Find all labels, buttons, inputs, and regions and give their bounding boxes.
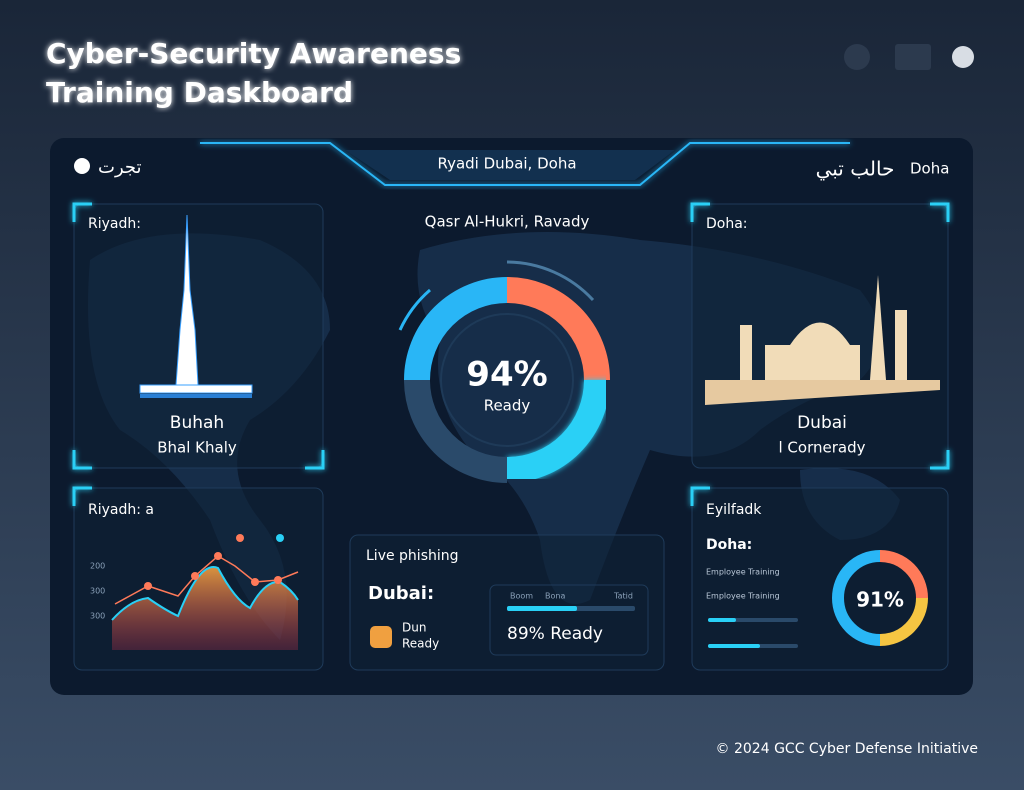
card-name: Buhah bbox=[170, 413, 224, 433]
top-right-script: حالب تبي bbox=[816, 157, 895, 182]
bar-label: Tatid bbox=[613, 592, 633, 601]
icon[interactable] bbox=[844, 44, 870, 70]
y-tick-label: 300 bbox=[90, 587, 105, 596]
logo bbox=[74, 158, 90, 174]
progress-fill bbox=[507, 606, 577, 611]
card-city: Doha: bbox=[706, 537, 752, 553]
top-right-label: Doha bbox=[910, 160, 949, 178]
footer: © 2024 GCC Cyber Defense Initiative bbox=[716, 741, 978, 757]
row-bars bbox=[708, 618, 798, 648]
phishing-status: 89% Ready bbox=[507, 624, 603, 644]
bar-label: Boom bbox=[510, 592, 533, 601]
icon[interactable] bbox=[895, 44, 931, 70]
readiness-status: Ready bbox=[484, 397, 531, 415]
phishing-title: Live phishing bbox=[366, 548, 459, 564]
card-label: Doha: bbox=[706, 216, 748, 232]
tower bbox=[139, 214, 253, 398]
title: Cyber-Security Awareness bbox=[46, 37, 461, 70]
mosque bbox=[705, 275, 940, 405]
card-sub: Bhal Khaly bbox=[157, 439, 237, 457]
trend-chart bbox=[111, 534, 299, 650]
badge-line: Dun bbox=[402, 621, 426, 635]
icon[interactable] bbox=[952, 46, 974, 68]
small-ring-percent: 91% bbox=[856, 588, 904, 612]
badge-icon bbox=[370, 626, 392, 648]
top-left-label: تجرت bbox=[98, 157, 142, 178]
readiness-percent: 94% bbox=[466, 355, 547, 395]
location: Qasr Al-Hukri, Ravady bbox=[425, 213, 590, 231]
tab-frame bbox=[200, 142, 850, 186]
y-tick-label: 300 bbox=[90, 612, 105, 621]
card-label: Riyadh: a bbox=[88, 502, 154, 518]
bar-label: Bona bbox=[545, 592, 565, 601]
title: Training Daskboard bbox=[46, 76, 353, 109]
card-sub: l Cornerady bbox=[779, 439, 866, 457]
card-name: Dubai bbox=[797, 413, 847, 433]
progress-box bbox=[489, 584, 649, 656]
y-tick-label: 200 bbox=[90, 562, 105, 571]
tab-label: Ryadi Dubai, Doha bbox=[437, 155, 576, 173]
corner-brackets bbox=[72, 202, 950, 506]
card-label: Riyadh: bbox=[88, 216, 141, 232]
row-label: Employee Training bbox=[706, 568, 780, 577]
phishing-city: Dubai: bbox=[368, 583, 434, 604]
tab bbox=[345, 150, 675, 180]
badge-line: Ready bbox=[402, 637, 439, 651]
row-label: Employee Training bbox=[706, 592, 780, 601]
card-label: Eyilfadk bbox=[706, 502, 762, 518]
small-ring bbox=[832, 550, 928, 646]
readiness-ring bbox=[398, 260, 610, 483]
